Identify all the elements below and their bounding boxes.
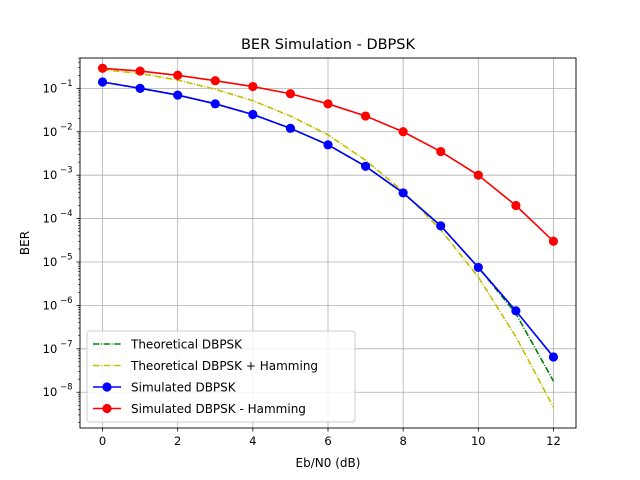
y-tick-base: 10: [43, 342, 58, 356]
y-tick-exponent: −8: [60, 383, 73, 393]
y-tick-label: 10 −6: [43, 296, 73, 313]
y-tick-exponent: −3: [60, 166, 73, 176]
y-tick-exponent: −2: [60, 122, 73, 132]
data-point: [248, 109, 258, 120]
legend-label: Simulated DBPSK - Hamming: [131, 402, 306, 416]
legend-label: Simulated DBPSK: [131, 381, 237, 395]
y-tick-base: 10: [43, 298, 58, 312]
data-point: [173, 90, 183, 100]
x-tick-label: 8: [399, 434, 406, 448]
y-tick-base: 10: [43, 168, 58, 182]
y-tick-base: 10: [43, 212, 58, 226]
data-point: [511, 200, 521, 211]
data-point: [285, 89, 296, 99]
y-tick-base: 10: [43, 81, 58, 95]
y-tick-label: 10 −4: [43, 209, 73, 226]
y-tick-exponent: −1: [60, 79, 73, 89]
data-point: [360, 161, 371, 171]
data-point: [473, 170, 483, 180]
data-point: [398, 127, 408, 137]
data-point: [135, 83, 145, 93]
data-point: [548, 352, 559, 362]
y-tick-base: 10: [43, 385, 58, 399]
data-point: [210, 99, 220, 109]
y-tick-base: 10: [43, 255, 58, 269]
y-tick-label: 10 −3: [43, 166, 73, 183]
data-point: [285, 123, 296, 133]
data-point: [436, 146, 446, 157]
data-point: [323, 99, 333, 109]
legend-marker: [102, 382, 112, 392]
x-axis-ticks: 0 2 4 6 8 10 12: [99, 428, 561, 448]
y-tick-exponent: −7: [60, 339, 73, 349]
data-point: [360, 111, 371, 121]
data-point: [135, 66, 145, 76]
x-tick-label: 10: [471, 434, 486, 448]
y-tick-base: 10: [43, 125, 58, 139]
y-axis-label: BER: [18, 231, 32, 255]
y-tick-exponent: −5: [60, 252, 73, 262]
x-tick-label: 12: [546, 434, 561, 448]
x-tick-label: 4: [249, 434, 256, 448]
x-axis-label: Eb/N0 (dB): [296, 456, 361, 470]
legend-label: Theoretical DBPSK: [130, 338, 243, 352]
y-tick-exponent: −6: [60, 296, 73, 306]
y-tick-label: 10 −8: [43, 383, 73, 400]
legend-entry: Simulated DBPSK: [93, 381, 237, 395]
legend-entry: Theoretical DBPSK + Hamming: [93, 359, 318, 373]
data-point: [548, 236, 559, 246]
data-point: [97, 63, 108, 73]
series-line-1: [102, 68, 555, 408]
x-tick-label: 0: [99, 434, 106, 448]
y-tick-exponent: −4: [60, 209, 73, 219]
data-point: [511, 306, 521, 316]
data-point: [173, 70, 183, 80]
legend-label: Theoretical DBPSK + Hamming: [130, 359, 318, 373]
y-tick-label: 10 −2: [43, 122, 73, 139]
legend-box: [86, 330, 356, 423]
data-point: [473, 262, 483, 273]
legend-entry: Theoretical DBPSK: [93, 338, 243, 352]
legend: Theoretical DBPSK Theoretical DBPSK + Ham…: [86, 330, 356, 423]
legend-marker: [102, 403, 112, 414]
data-point: [436, 221, 446, 231]
y-axis-ticks: 10−110−210−310−410−510−610−710−8: [43, 57, 80, 423]
plot-markers: [97, 63, 559, 362]
y-tick-label: 10 −7: [43, 339, 73, 356]
x-tick-label: 2: [174, 434, 181, 448]
y-tick-label: 10 −1: [43, 79, 73, 96]
data-point: [398, 188, 408, 198]
data-point: [323, 140, 333, 150]
data-point: [97, 77, 108, 87]
data-point: [210, 76, 220, 86]
legend-entry: Simulated DBPSK - Hamming: [93, 402, 306, 416]
y-tick-label: 10 −5: [43, 252, 73, 269]
data-point: [248, 81, 258, 92]
x-tick-label: 6: [324, 434, 331, 448]
chart-title: BER Simulation - DBPSK: [241, 37, 416, 53]
